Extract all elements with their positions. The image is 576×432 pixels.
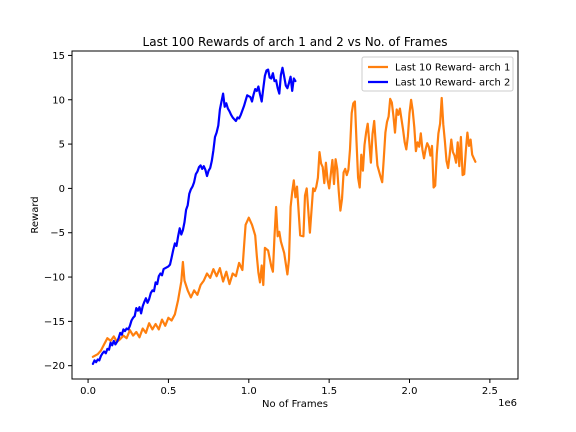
x-tick-label: 2.5	[482, 386, 498, 397]
plot-area	[71, 50, 519, 380]
series-line-arch-2	[91, 66, 297, 365]
series-line-arch-1	[91, 96, 477, 358]
y-tick-label: −20	[44, 361, 65, 372]
legend-label: Last 10 Reward- arch 2	[395, 78, 510, 89]
x-axis-label: No of Frames	[262, 399, 328, 410]
y-tick-label: −15	[44, 317, 65, 328]
y-axis-label: Reward	[30, 196, 41, 233]
x-tick-label: 2.0	[402, 386, 418, 397]
y-axis-ticks: −20 −15 −10 −5 0 5 10 15	[44, 51, 72, 372]
series-lines	[91, 66, 477, 365]
y-tick-label: −5	[50, 228, 65, 239]
y-tick-label: 0	[59, 184, 65, 195]
y-tick-label: −10	[44, 273, 65, 284]
y-tick-label: 10	[52, 95, 65, 106]
legend: Last 10 Reward- arch 1 Last 10 Reward- ar…	[361, 56, 514, 92]
x-axis-ticks: 0.0 0.5 1.0 1.5 2.0 2.5	[80, 379, 498, 397]
x-tick-label: 1.0	[241, 386, 257, 397]
x-axis-offset-label: 1e6	[498, 398, 517, 409]
y-tick-label: 15	[52, 51, 65, 62]
chart-title: Last 100 Rewards of arch 1 and 2 vs No. …	[143, 35, 448, 49]
y-tick-label: 5	[59, 140, 65, 151]
legend-label: Last 10 Reward- arch 1	[395, 63, 510, 74]
x-tick-label: 0.0	[80, 386, 96, 397]
legend-box	[361, 56, 514, 92]
x-tick-label: 1.5	[321, 386, 337, 397]
x-tick-label: 0.5	[160, 386, 176, 397]
